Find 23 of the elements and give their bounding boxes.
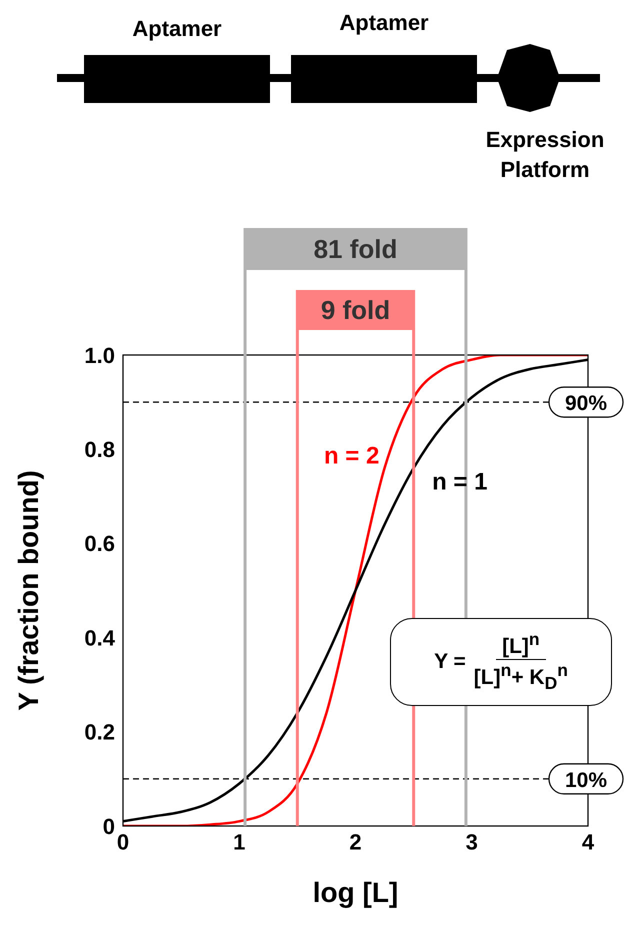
- y-tick-label: 0.8: [84, 437, 115, 462]
- y-axis-title: Y (fraction bound): [13, 470, 44, 711]
- x-tick-label: 3: [466, 830, 478, 855]
- y-tick-label: 0.6: [84, 531, 115, 556]
- ref-line-label: 90%: [564, 392, 608, 416]
- text: Aptamer: [339, 10, 430, 35]
- x-tick-label: 4: [582, 830, 595, 855]
- annotation: [L]$^{n}$: [496, 629, 546, 660]
- series-label: n = 1: [432, 468, 488, 496]
- annotation: Y =: [434, 650, 466, 674]
- x-tick-label: 1: [233, 830, 246, 855]
- text: 81 fold: [314, 234, 398, 264]
- text: Aptamer: [132, 16, 222, 41]
- x-axis-title: log [L]: [312, 877, 398, 908]
- y-tick-label: 0.2: [84, 720, 115, 745]
- y-tick-label: 1.0: [84, 342, 115, 368]
- text: 9 fold: [320, 295, 390, 325]
- text: Expression Platform: [486, 127, 604, 182]
- y-tick-label: 0.4: [84, 625, 116, 650]
- series-label: n = 2: [324, 442, 380, 470]
- y-tick-label: 0: [102, 814, 115, 839]
- ref-line-label: 10%: [564, 768, 608, 792]
- x-tick-label: 2: [349, 830, 362, 855]
